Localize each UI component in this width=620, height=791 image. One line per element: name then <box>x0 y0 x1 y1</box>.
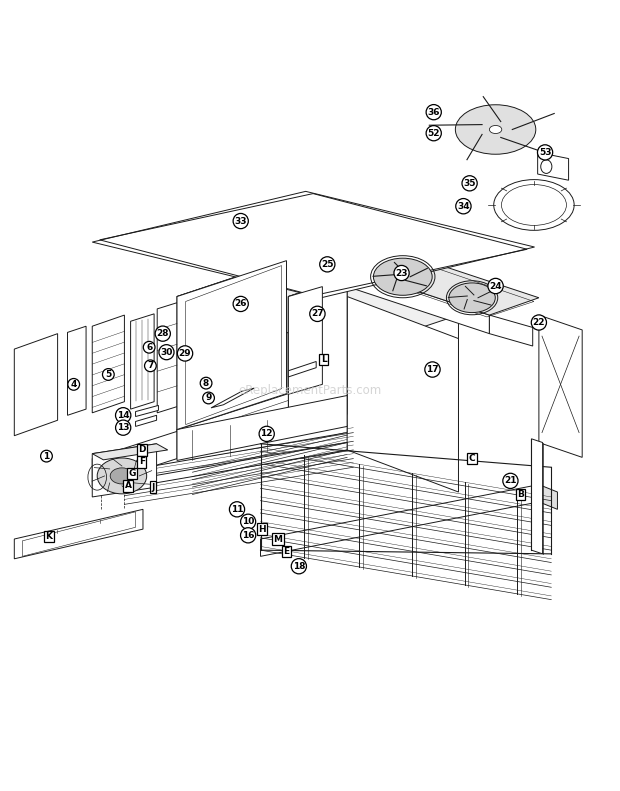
Text: 8: 8 <box>203 379 209 388</box>
Text: 17: 17 <box>426 365 439 374</box>
Polygon shape <box>92 444 168 460</box>
Text: 53: 53 <box>539 148 551 157</box>
Text: 11: 11 <box>231 505 243 514</box>
Text: A: A <box>125 481 131 490</box>
Polygon shape <box>177 259 288 433</box>
Polygon shape <box>347 297 458 492</box>
Ellipse shape <box>449 283 495 312</box>
Polygon shape <box>539 485 557 509</box>
Polygon shape <box>538 153 569 180</box>
Polygon shape <box>177 259 458 352</box>
Polygon shape <box>14 334 58 436</box>
Polygon shape <box>125 442 347 488</box>
Polygon shape <box>288 278 347 433</box>
Polygon shape <box>68 326 86 415</box>
Polygon shape <box>260 485 539 556</box>
Text: 4: 4 <box>71 380 77 389</box>
Polygon shape <box>136 406 159 417</box>
Text: M: M <box>273 535 282 543</box>
Ellipse shape <box>494 180 574 230</box>
Ellipse shape <box>541 160 552 173</box>
Text: F: F <box>139 457 145 466</box>
Text: B: B <box>517 490 524 499</box>
Text: 23: 23 <box>396 268 408 278</box>
Text: 35: 35 <box>463 179 476 187</box>
Text: 28: 28 <box>156 329 169 338</box>
Text: 27: 27 <box>311 309 324 318</box>
Ellipse shape <box>110 468 134 484</box>
Text: 34: 34 <box>457 202 470 210</box>
Text: G: G <box>128 469 136 478</box>
Text: 9: 9 <box>205 393 212 403</box>
Polygon shape <box>489 315 533 346</box>
Ellipse shape <box>455 104 536 154</box>
Text: 7: 7 <box>147 361 154 370</box>
Text: 18: 18 <box>293 562 305 571</box>
Text: D: D <box>138 445 146 455</box>
Text: 22: 22 <box>533 318 545 327</box>
Polygon shape <box>131 314 154 409</box>
Text: 5: 5 <box>105 370 112 379</box>
Polygon shape <box>177 261 286 430</box>
Polygon shape <box>539 315 582 457</box>
Polygon shape <box>125 426 347 471</box>
Text: 13: 13 <box>117 423 130 432</box>
Text: 30: 30 <box>161 348 172 357</box>
Text: 33: 33 <box>234 217 247 225</box>
Text: 21: 21 <box>504 476 516 486</box>
Polygon shape <box>157 303 177 413</box>
Polygon shape <box>211 388 254 408</box>
Polygon shape <box>92 315 125 413</box>
Text: C: C <box>469 454 476 463</box>
Polygon shape <box>288 259 458 451</box>
Text: eReplacementParts.com: eReplacementParts.com <box>238 384 382 397</box>
Text: 16: 16 <box>242 531 254 539</box>
Text: 12: 12 <box>260 430 273 438</box>
Ellipse shape <box>97 458 147 494</box>
Polygon shape <box>177 396 347 460</box>
Text: 10: 10 <box>242 517 254 526</box>
Text: 52: 52 <box>427 129 440 138</box>
Text: 26: 26 <box>234 300 247 308</box>
Ellipse shape <box>489 126 502 134</box>
Ellipse shape <box>373 258 432 295</box>
Text: 1: 1 <box>43 452 50 460</box>
Text: 25: 25 <box>321 260 334 269</box>
Text: H: H <box>258 524 265 534</box>
Text: K: K <box>45 532 53 541</box>
Polygon shape <box>92 191 534 297</box>
Polygon shape <box>288 361 316 377</box>
Polygon shape <box>14 509 143 558</box>
Text: L: L <box>321 355 327 364</box>
Text: 29: 29 <box>179 349 192 358</box>
Text: 14: 14 <box>117 411 130 420</box>
Polygon shape <box>321 259 489 334</box>
Polygon shape <box>321 242 539 315</box>
Text: 24: 24 <box>489 282 502 290</box>
Text: E: E <box>283 547 290 556</box>
Polygon shape <box>177 394 288 460</box>
Polygon shape <box>288 276 347 430</box>
Text: J: J <box>151 483 154 491</box>
Text: 6: 6 <box>146 343 153 352</box>
Polygon shape <box>92 444 157 497</box>
Polygon shape <box>92 431 177 486</box>
Text: 36: 36 <box>427 108 440 117</box>
Polygon shape <box>136 415 157 426</box>
Polygon shape <box>531 439 542 554</box>
Polygon shape <box>288 286 322 394</box>
